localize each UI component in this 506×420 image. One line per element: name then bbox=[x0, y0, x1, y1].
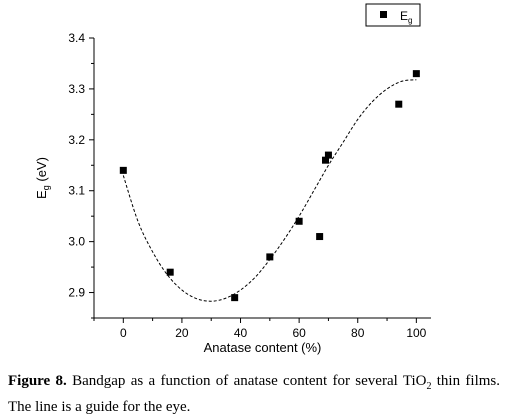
data-points bbox=[119, 70, 420, 302]
x-tick-label: 40 bbox=[234, 326, 248, 340]
y-axis-label-base: E bbox=[34, 190, 49, 199]
x-tick-label: 60 bbox=[292, 326, 306, 340]
y-tick-label: 3.1 bbox=[68, 184, 85, 198]
legend: Eg bbox=[365, 3, 421, 27]
caption-text-after: thin films. The line is a guide for the … bbox=[8, 373, 500, 415]
y-tick-label: 3.4 bbox=[68, 31, 85, 45]
data-point bbox=[324, 151, 332, 159]
y-tick-label: 3.3 bbox=[68, 82, 85, 96]
y-axis-label: Eg (eV) bbox=[34, 157, 51, 199]
data-point bbox=[231, 294, 239, 302]
data-point bbox=[166, 268, 174, 276]
y-tick-label: 2.9 bbox=[68, 286, 85, 300]
figure-caption: Figure 8. Bandgap as a function of anata… bbox=[8, 371, 500, 417]
data-point bbox=[395, 100, 403, 108]
x-tick-label: 20 bbox=[175, 326, 189, 340]
data-point bbox=[266, 253, 274, 261]
data-point bbox=[412, 70, 420, 78]
data-point bbox=[316, 233, 324, 241]
legend-marker bbox=[380, 11, 387, 18]
x-tick-label: 80 bbox=[351, 326, 365, 340]
y-tick-label: 3.2 bbox=[68, 133, 85, 147]
legend-label: Eg bbox=[400, 9, 412, 25]
caption-text-before: Bandgap as a function of anatase content… bbox=[66, 373, 427, 389]
y-axis-label-unit: (eV) bbox=[34, 157, 49, 185]
legend-label-sub: g bbox=[408, 16, 412, 25]
y-tick-label: 3.0 bbox=[68, 235, 85, 249]
guide-line-path bbox=[122, 79, 417, 302]
data-point bbox=[322, 156, 330, 164]
bandgap-chart: 0 20 40 60 80 100 2.9 3.0 3.1 3.2 3.3 3.4 Anatase c… bbox=[34, 3, 431, 355]
x-axis-label: Anatase content (%) bbox=[204, 340, 322, 355]
data-point bbox=[295, 217, 303, 225]
caption-label: Figure 8. bbox=[8, 373, 67, 389]
data-point bbox=[119, 166, 127, 174]
legend-box bbox=[365, 3, 421, 27]
guide-line bbox=[122, 79, 417, 302]
axes: 0 20 40 60 80 100 2.9 3.0 3.1 3.2 3.3 3.4 bbox=[68, 31, 431, 340]
caption-text-sub: 2 bbox=[426, 381, 432, 392]
legend-label-base: E bbox=[400, 9, 408, 23]
y-axis-label-sub: g bbox=[41, 185, 51, 190]
x-tick-label: 0 bbox=[120, 326, 127, 340]
x-tick-label: 100 bbox=[406, 326, 426, 340]
